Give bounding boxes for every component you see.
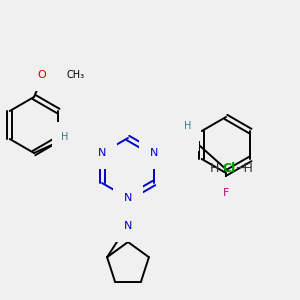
Text: CH₃: CH₃ bbox=[67, 70, 85, 80]
Text: Cl: Cl bbox=[222, 161, 235, 175]
Text: O: O bbox=[38, 70, 46, 80]
Text: F: F bbox=[223, 188, 229, 198]
Text: ─H: ─H bbox=[236, 161, 253, 175]
Text: N: N bbox=[98, 148, 106, 158]
Text: N: N bbox=[150, 148, 158, 158]
Text: H: H bbox=[61, 132, 69, 142]
Text: N: N bbox=[124, 221, 132, 231]
Text: N: N bbox=[124, 193, 132, 203]
Text: N: N bbox=[70, 130, 78, 140]
Text: H: H bbox=[184, 121, 192, 131]
Text: H: H bbox=[210, 161, 219, 175]
Text: N: N bbox=[180, 130, 188, 140]
